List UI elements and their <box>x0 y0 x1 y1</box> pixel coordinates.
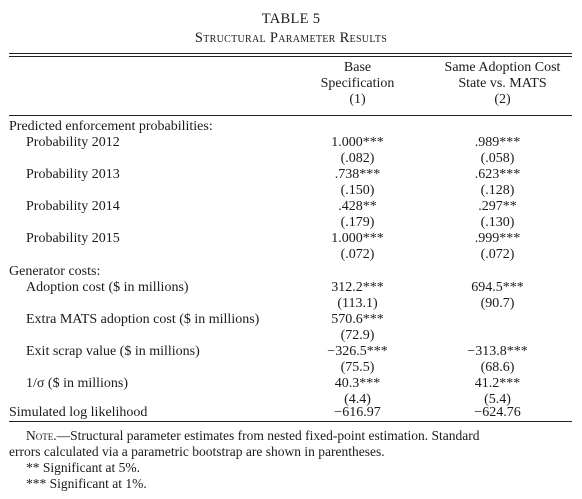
row-se-extra-mats-cost-col1: (72.9) <box>340 328 375 343</box>
row-value-prob-2015-col2: .999*** <box>474 231 521 246</box>
note-text-1: —Structural parameter estimates from nes… <box>56 428 480 443</box>
row-se-inverse-sigma-col1: (4.4) <box>344 392 371 407</box>
column-header-1-line2: Specification <box>320 76 395 91</box>
column-header-1-line1: Base <box>343 60 372 75</box>
column-header-2-number: (2) <box>494 92 511 107</box>
note-significance-1: *** Significant at 1%. <box>26 476 147 491</box>
row-value-exit-scrap-col2: −313.8*** <box>467 344 528 359</box>
row-label-prob-2015: Probability 2015 <box>26 231 120 246</box>
section-heading-generator-costs: Generator costs: <box>9 264 101 279</box>
row-value-adoption-cost-col2: 694.5*** <box>471 280 524 295</box>
table-number: TABLE 5 <box>261 11 321 27</box>
row-label-extra-mats-cost: Extra MATS adoption cost ($ in millions) <box>26 312 260 327</box>
row-se-prob-2015-col2: (.072) <box>480 247 515 262</box>
row-se-prob-2014-col1: (.179) <box>340 215 375 230</box>
row-label-adoption-cost: Adoption cost ($ in millions) <box>26 280 189 295</box>
row-se-exit-scrap-col1: (75.5) <box>340 360 375 375</box>
row-se-adoption-cost-col1: (113.1) <box>337 296 378 311</box>
note-significance-5: ** Significant at 5%. <box>26 460 140 475</box>
row-se-inverse-sigma-col2: (5.4) <box>484 392 511 407</box>
header-rule <box>9 115 572 116</box>
row-se-prob-2012-col1: (.082) <box>340 151 375 166</box>
row-value-prob-2012-col2: .989*** <box>474 135 521 150</box>
row-label-prob-2014: Probability 2014 <box>26 199 120 214</box>
row-value-adoption-cost-col1: 312.2*** <box>331 280 384 295</box>
row-se-prob-2013-col2: (.128) <box>480 183 515 198</box>
column-header-2: Same Adoption Cost State vs. MATS (2) <box>430 60 575 108</box>
note-line-2: errors calculated via a parametric boots… <box>9 444 385 459</box>
row-value-exit-scrap-col1: −326.5*** <box>327 344 388 359</box>
row-value-prob-2013-col2: .623*** <box>474 167 521 182</box>
row-value-prob-2012-col1: 1.000*** <box>331 135 384 150</box>
row-label-inverse-sigma: 1/σ ($ in millions) <box>26 376 129 391</box>
row-value-prob-2014-col2: .297** <box>478 199 517 214</box>
row-se-exit-scrap-col2: (68.6) <box>480 360 515 375</box>
row-se-prob-2015-col1: (.072) <box>340 247 375 262</box>
note-line-1: Note.—Structural parameter estimates fro… <box>9 428 572 444</box>
row-value-inverse-sigma-col1: 40.3*** <box>334 376 381 391</box>
row-label-log-likelihood: Simulated log likelihood <box>9 405 148 420</box>
column-header-2-line1: Same Adoption Cost <box>444 60 561 75</box>
top-rule-double <box>9 56 572 57</box>
bottom-rule <box>9 421 572 422</box>
row-value-extra-mats-cost-col1: 570.6*** <box>331 312 384 327</box>
row-se-prob-2013-col1: (.150) <box>340 183 375 198</box>
note-lead: Note. <box>26 428 57 443</box>
row-label-exit-scrap: Exit scrap value ($ in millions) <box>26 344 200 359</box>
top-rule <box>9 53 572 54</box>
row-se-prob-2012-col2: (.058) <box>480 151 515 166</box>
row-label-prob-2013: Probability 2013 <box>26 167 120 182</box>
row-value-log-likelihood-col2: −624.76 <box>474 405 521 420</box>
column-header-1-number: (1) <box>349 92 366 107</box>
row-value-inverse-sigma-col2: 41.2*** <box>474 376 521 391</box>
row-se-prob-2014-col2: (.130) <box>480 215 515 230</box>
table-note: Note.—Structural parameter estimates fro… <box>9 428 572 492</box>
row-value-prob-2014-col1: .428** <box>338 199 377 214</box>
row-value-prob-2013-col1: .738*** <box>334 167 381 182</box>
row-value-log-likelihood-col1: −616.97 <box>334 405 381 420</box>
column-header-1: Base Specification (1) <box>300 60 415 108</box>
table-caption: Structural Parameter Results <box>194 30 388 46</box>
column-header-2-line2: State vs. MATS <box>458 76 547 91</box>
section-heading-enforcement: Predicted enforcement probabilities: <box>9 119 213 134</box>
row-label-prob-2012: Probability 2012 <box>26 135 120 150</box>
row-value-prob-2015-col1: 1.000*** <box>331 231 384 246</box>
row-se-adoption-cost-col2: (90.7) <box>480 296 515 311</box>
